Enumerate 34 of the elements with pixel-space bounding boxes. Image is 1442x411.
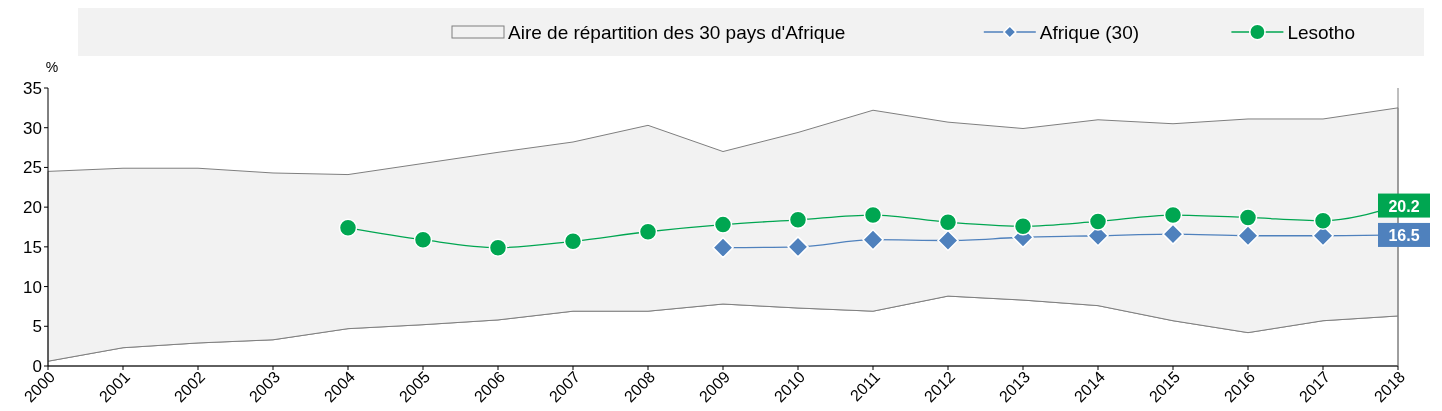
point xyxy=(938,212,958,232)
point xyxy=(413,230,433,249)
y-tick-label: 15 xyxy=(23,237,42,257)
y-tick-label: 35 xyxy=(23,79,42,98)
point xyxy=(937,229,959,252)
point xyxy=(1013,216,1033,236)
y-tick-label: 20 xyxy=(23,198,42,218)
point xyxy=(638,222,658,242)
point xyxy=(788,210,808,230)
point xyxy=(1237,224,1259,247)
legend-label: Afrique (30) xyxy=(1039,22,1140,43)
y-tick-label: 0 xyxy=(32,357,42,376)
point xyxy=(862,228,884,251)
point xyxy=(787,236,809,258)
data-label: 20.2 xyxy=(1388,197,1420,215)
legend-label: Lesotho xyxy=(1287,22,1356,43)
legend-label: Aire de répartition des 30 pays d'Afrique xyxy=(508,22,846,43)
point xyxy=(1162,223,1184,245)
y-tick-label: 25 xyxy=(23,158,42,178)
point xyxy=(338,218,358,238)
point xyxy=(1238,208,1258,227)
point xyxy=(712,236,734,259)
point xyxy=(713,215,733,234)
point xyxy=(863,205,883,225)
point xyxy=(1088,212,1108,231)
point xyxy=(1163,205,1183,225)
point xyxy=(488,238,508,257)
point xyxy=(1313,211,1333,230)
y-tick-label: 30 xyxy=(23,118,42,138)
y-tick-label: 5 xyxy=(32,317,42,337)
data-label: 16.5 xyxy=(1388,226,1420,244)
y-axis-title: % xyxy=(45,59,59,75)
y-tick-label: 10 xyxy=(23,277,42,297)
point xyxy=(563,232,583,251)
